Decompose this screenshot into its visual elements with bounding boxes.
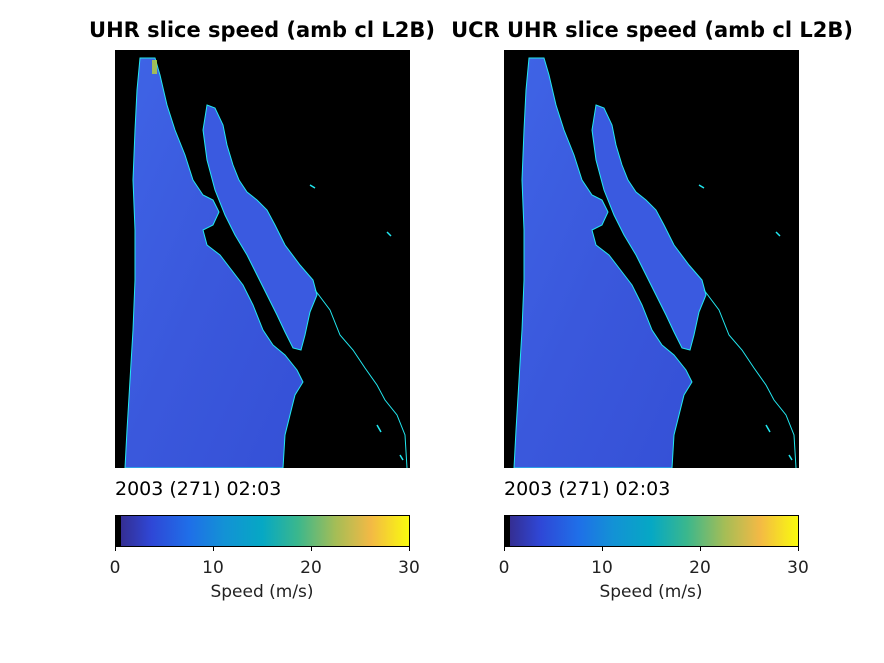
island-mark bbox=[399, 454, 404, 461]
ocean-region bbox=[124, 57, 304, 468]
speed-map bbox=[115, 50, 410, 468]
timestamp: 2003 (271) 02:03 bbox=[504, 478, 671, 500]
colorbar-tick-label: 30 bbox=[787, 558, 809, 578]
colorbar-tick-label: 0 bbox=[109, 558, 121, 578]
colorbar-gradient bbox=[116, 516, 409, 546]
island-mark bbox=[376, 424, 382, 433]
panel-ucr-uhr: UCR UHR slice speed (amb cl L2B) 2003 (2… bbox=[0, 0, 853, 663]
colorbar-tick bbox=[115, 547, 116, 551]
east-coastline bbox=[314, 289, 408, 468]
east-coastline bbox=[703, 289, 797, 468]
timestamp: 2003 (271) 02:03 bbox=[115, 478, 282, 500]
colorbar-tick bbox=[798, 547, 799, 551]
island-mark bbox=[698, 184, 705, 189]
gulf-region bbox=[591, 104, 707, 351]
island-mark bbox=[788, 454, 793, 461]
panel-title: UCR UHR slice speed (amb cl L2B) bbox=[451, 18, 853, 42]
colorbar-label: Speed (m/s) bbox=[210, 582, 314, 602]
speed-map bbox=[504, 50, 799, 468]
colorbar-tick-label: 10 bbox=[202, 558, 224, 578]
island-mark bbox=[309, 184, 316, 189]
colorbar-tick bbox=[700, 547, 701, 551]
colorbar bbox=[504, 515, 799, 547]
colorbar-tick-label: 10 bbox=[591, 558, 613, 578]
colorbar bbox=[115, 515, 410, 547]
panel-uhr: UHR slice speed (amb cl L2B) bbox=[0, 0, 440, 663]
gulf-region bbox=[202, 104, 318, 351]
colorbar-tick-label: 20 bbox=[689, 558, 711, 578]
high-speed-patch bbox=[152, 60, 157, 74]
ocean-region bbox=[513, 57, 693, 468]
colorbar-tick-label: 0 bbox=[498, 558, 510, 578]
speed-map-svg bbox=[504, 50, 799, 468]
colorbar-tick bbox=[504, 547, 505, 551]
colorbar-tick-label: 30 bbox=[398, 558, 420, 578]
island-mark bbox=[386, 231, 392, 237]
colorbar-tick-label: 20 bbox=[300, 558, 322, 578]
speed-map-svg bbox=[115, 50, 410, 468]
panel-title: UHR slice speed (amb cl L2B) bbox=[89, 18, 435, 42]
colorbar-gradient bbox=[505, 516, 798, 546]
island-mark bbox=[775, 231, 781, 237]
colorbar-label: Speed (m/s) bbox=[599, 582, 703, 602]
colorbar-tick bbox=[311, 547, 312, 551]
colorbar-tick bbox=[602, 547, 603, 551]
island-mark bbox=[765, 424, 771, 433]
colorbar-tick bbox=[213, 547, 214, 551]
colorbar-tick bbox=[409, 547, 410, 551]
